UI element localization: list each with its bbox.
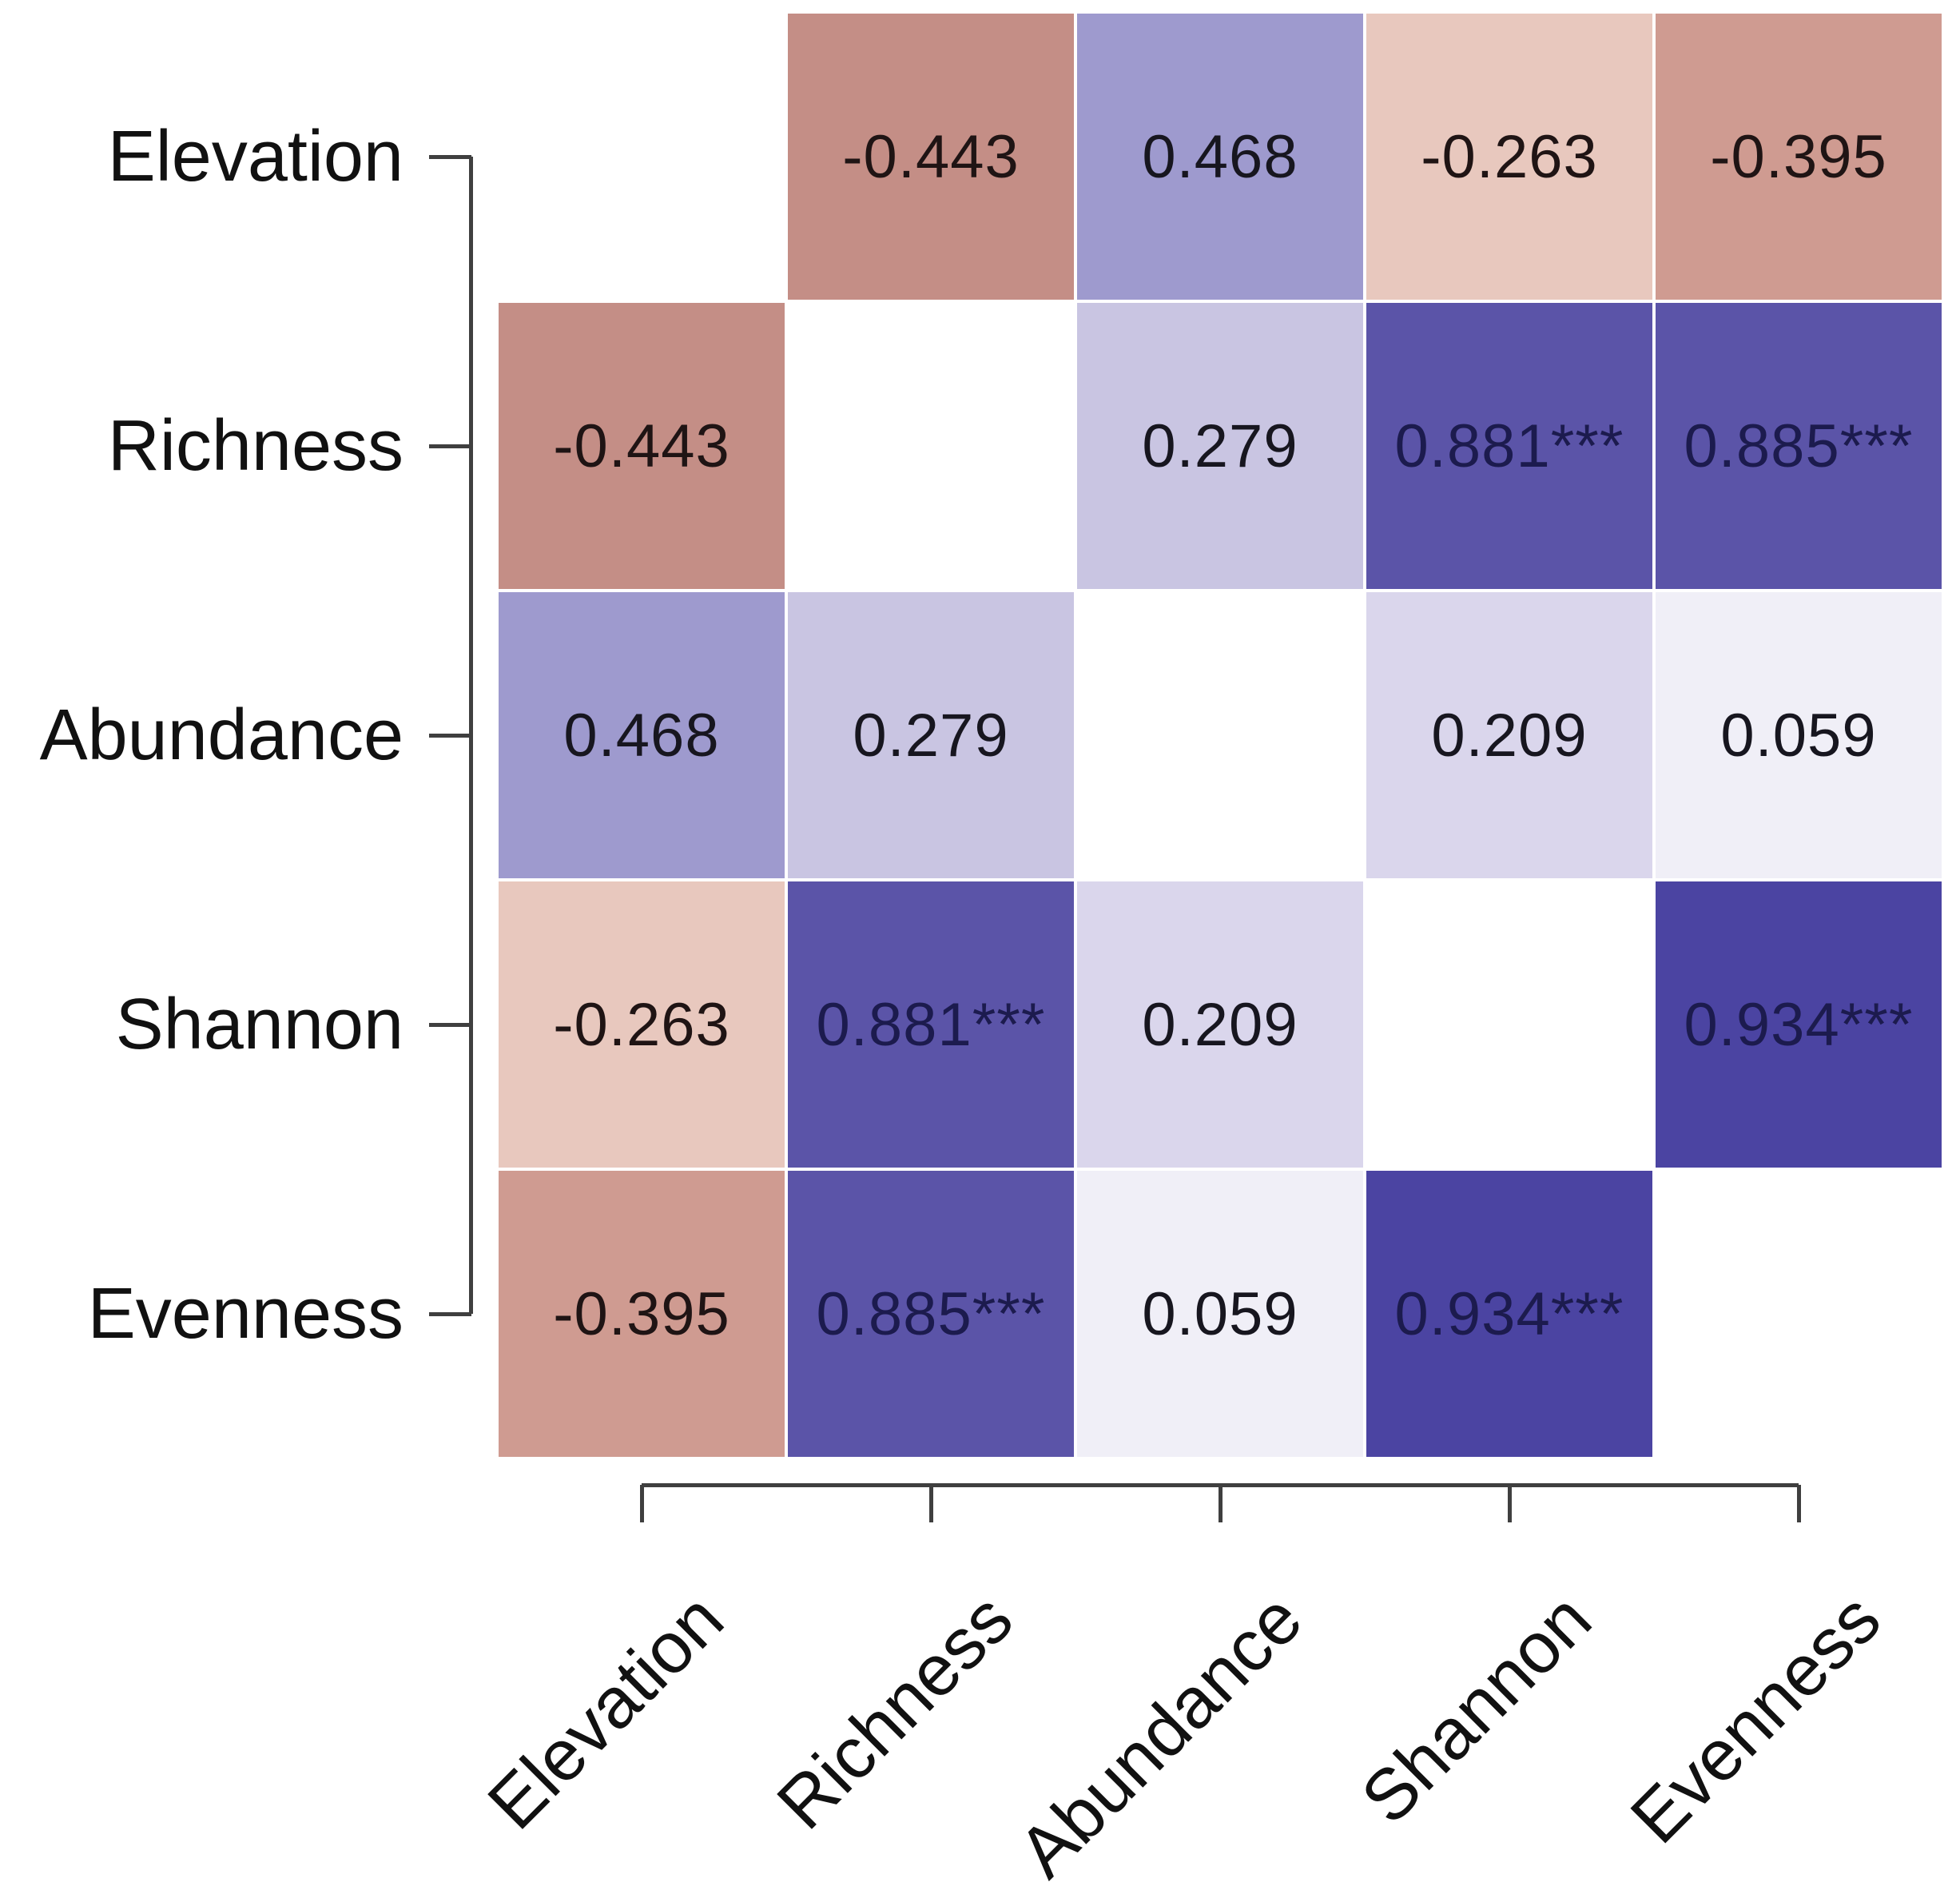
matrix-cell-evenness-richness: 0.885*** bbox=[788, 1171, 1074, 1457]
matrix-cell-shannon-richness: 0.881*** bbox=[788, 881, 1074, 1168]
matrix-cell-abundance-richness: 0.279 bbox=[788, 592, 1074, 878]
x-axis-label-shannon: Shannon bbox=[1346, 1578, 1607, 1840]
y-tick-shannon bbox=[429, 1023, 471, 1027]
matrix-cell-elevation-evenness: -0.395 bbox=[1656, 14, 1942, 300]
x-tick-abundance bbox=[1219, 1485, 1223, 1522]
matrix-cell-richness-abundance: 0.279 bbox=[1077, 303, 1363, 589]
y-axis-label-abundance: Abundance bbox=[39, 694, 404, 775]
matrix-cell-evenness-shannon: 0.934*** bbox=[1366, 1171, 1652, 1457]
x-axis-label-richness: Richness bbox=[761, 1578, 1028, 1845]
matrix-cell-elevation-abundance: 0.468 bbox=[1077, 14, 1363, 300]
matrix-cell-richness-shannon: 0.881*** bbox=[1366, 303, 1652, 589]
matrix-cell-evenness-abundance: 0.059 bbox=[1077, 1171, 1363, 1457]
x-axis-label-evenness: Evenness bbox=[1616, 1578, 1896, 1859]
matrix-cell-shannon-elevation: -0.263 bbox=[499, 881, 785, 1168]
x-axis-label-elevation: Elevation bbox=[472, 1578, 739, 1845]
matrix-cell-diagonal-richness bbox=[788, 303, 1074, 589]
y-tick-richness bbox=[429, 444, 471, 448]
y-axis-label-elevation: Elevation bbox=[107, 116, 404, 197]
y-tick-elevation bbox=[429, 155, 471, 159]
matrix-cell-abundance-elevation: 0.468 bbox=[499, 592, 785, 878]
y-axis-label-evenness: Evenness bbox=[87, 1273, 404, 1354]
matrix-cell-richness-elevation: -0.443 bbox=[499, 303, 785, 589]
x-tick-evenness bbox=[1797, 1485, 1801, 1522]
matrix-cell-elevation-richness: -0.443 bbox=[788, 14, 1074, 300]
y-tick-evenness bbox=[429, 1312, 471, 1316]
matrix-cell-diagonal-abundance bbox=[1077, 592, 1363, 878]
matrix-cell-diagonal-evenness bbox=[1656, 1171, 1942, 1457]
x-tick-shannon bbox=[1508, 1485, 1512, 1522]
y-tick-abundance bbox=[429, 734, 471, 738]
matrix-cell-shannon-evenness: 0.934*** bbox=[1656, 881, 1942, 1168]
matrix-cell-diagonal-shannon bbox=[1366, 881, 1652, 1168]
y-axis-label-shannon: Shannon bbox=[115, 984, 404, 1064]
matrix-cell-abundance-shannon: 0.209 bbox=[1366, 592, 1652, 878]
matrix-cell-evenness-elevation: -0.395 bbox=[499, 1171, 785, 1457]
matrix-cell-richness-evenness: 0.885*** bbox=[1656, 303, 1942, 589]
matrix-cell-diagonal-elevation bbox=[499, 14, 785, 300]
correlation-matrix: -0.443 0.468 -0.263 -0.395 -0.443 0.279 0.881*… bbox=[499, 14, 1942, 1457]
x-tick-richness bbox=[929, 1485, 933, 1522]
x-tick-elevation bbox=[640, 1485, 644, 1522]
y-axis-label-richness: Richness bbox=[107, 405, 404, 486]
matrix-cell-elevation-shannon: -0.263 bbox=[1366, 14, 1652, 300]
x-axis-label-abundance: Abundance bbox=[1003, 1578, 1318, 1893]
matrix-cell-shannon-abundance: 0.209 bbox=[1077, 881, 1363, 1168]
matrix-cell-abundance-evenness: 0.059 bbox=[1656, 592, 1942, 878]
